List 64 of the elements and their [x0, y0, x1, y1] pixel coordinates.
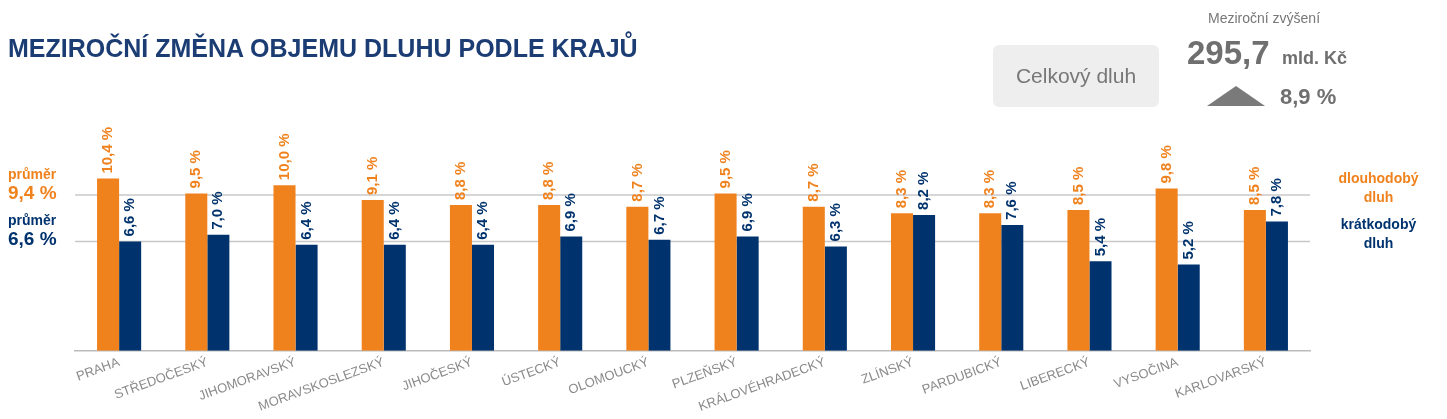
data-label: 8,8 %	[539, 161, 557, 201]
bar	[383, 244, 406, 351]
bar	[802, 206, 825, 351]
bar	[1177, 264, 1200, 351]
bar	[1067, 210, 1090, 351]
text: Celkový dluh	[993, 45, 1159, 107]
data-label: 9,1 %	[362, 156, 380, 196]
bar	[207, 234, 230, 351]
data-label: 9,5 %	[715, 150, 733, 189]
text: 8,9 %	[1280, 84, 1337, 110]
ref-line-label: průměr 6,6 %	[8, 212, 57, 250]
bar	[471, 244, 495, 351]
data-label: 6,4 %	[473, 201, 491, 240]
data-label: 8,7 %	[627, 163, 645, 202]
bar	[714, 193, 737, 351]
bar	[1265, 221, 1288, 351]
data-label: 5,2 %	[1178, 221, 1196, 260]
bar	[979, 213, 1002, 351]
bar	[119, 241, 142, 351]
text: dlouhodobý dluh	[1338, 170, 1419, 206]
data-label: 8,5 %	[1068, 166, 1086, 205]
bar	[1155, 188, 1178, 351]
data-label: 10,0 %	[274, 133, 292, 181]
bar	[626, 206, 649, 351]
bar	[913, 214, 936, 351]
data-label: 8,3 %	[892, 169, 910, 209]
data-label: 7,0 %	[208, 191, 226, 230]
data-label: 5,4 %	[1090, 217, 1108, 257]
bar	[648, 239, 671, 351]
data-label: 6,9 %	[737, 193, 755, 232]
data-label: 6,4 %	[384, 201, 402, 240]
ref-line-label: průměr 9,4 %	[8, 166, 57, 204]
data-label: 6,4 %	[296, 201, 314, 240]
bar	[273, 185, 296, 351]
bar	[824, 246, 847, 351]
bar	[185, 193, 208, 351]
data-label: 6,3 %	[825, 203, 843, 242]
text: 295,7 mld. Kč	[1187, 34, 1348, 71]
data-label: 6,6 %	[120, 198, 138, 237]
data-label: 7,8 %	[1267, 178, 1285, 217]
bar	[890, 213, 914, 351]
bar	[736, 236, 759, 351]
bar	[361, 200, 384, 351]
bar	[1001, 224, 1024, 351]
data-label: 6,9 %	[561, 193, 579, 232]
bar	[538, 205, 561, 351]
bar	[449, 205, 472, 351]
bar	[560, 236, 583, 351]
bar	[1243, 210, 1266, 351]
text: Meziroční zvýšení	[1208, 10, 1321, 26]
data-label: 8,8 %	[451, 161, 469, 201]
data-label: 10,4 %	[98, 126, 116, 174]
data-label: 9,5 %	[186, 150, 204, 189]
data-label: 8,2 %	[914, 171, 932, 210]
bar	[295, 244, 318, 351]
bar	[97, 178, 120, 351]
data-label: 9,8 %	[1156, 145, 1174, 184]
data-label: 8,7 %	[803, 163, 821, 202]
data-label: 7,6 %	[1002, 181, 1020, 220]
data-label: 8,5 %	[1245, 166, 1263, 205]
data-label: 8,3 %	[980, 169, 998, 209]
data-label: 6,7 %	[649, 196, 667, 235]
text: krátkodobý dluh	[1340, 216, 1417, 252]
bar	[1089, 261, 1112, 351]
